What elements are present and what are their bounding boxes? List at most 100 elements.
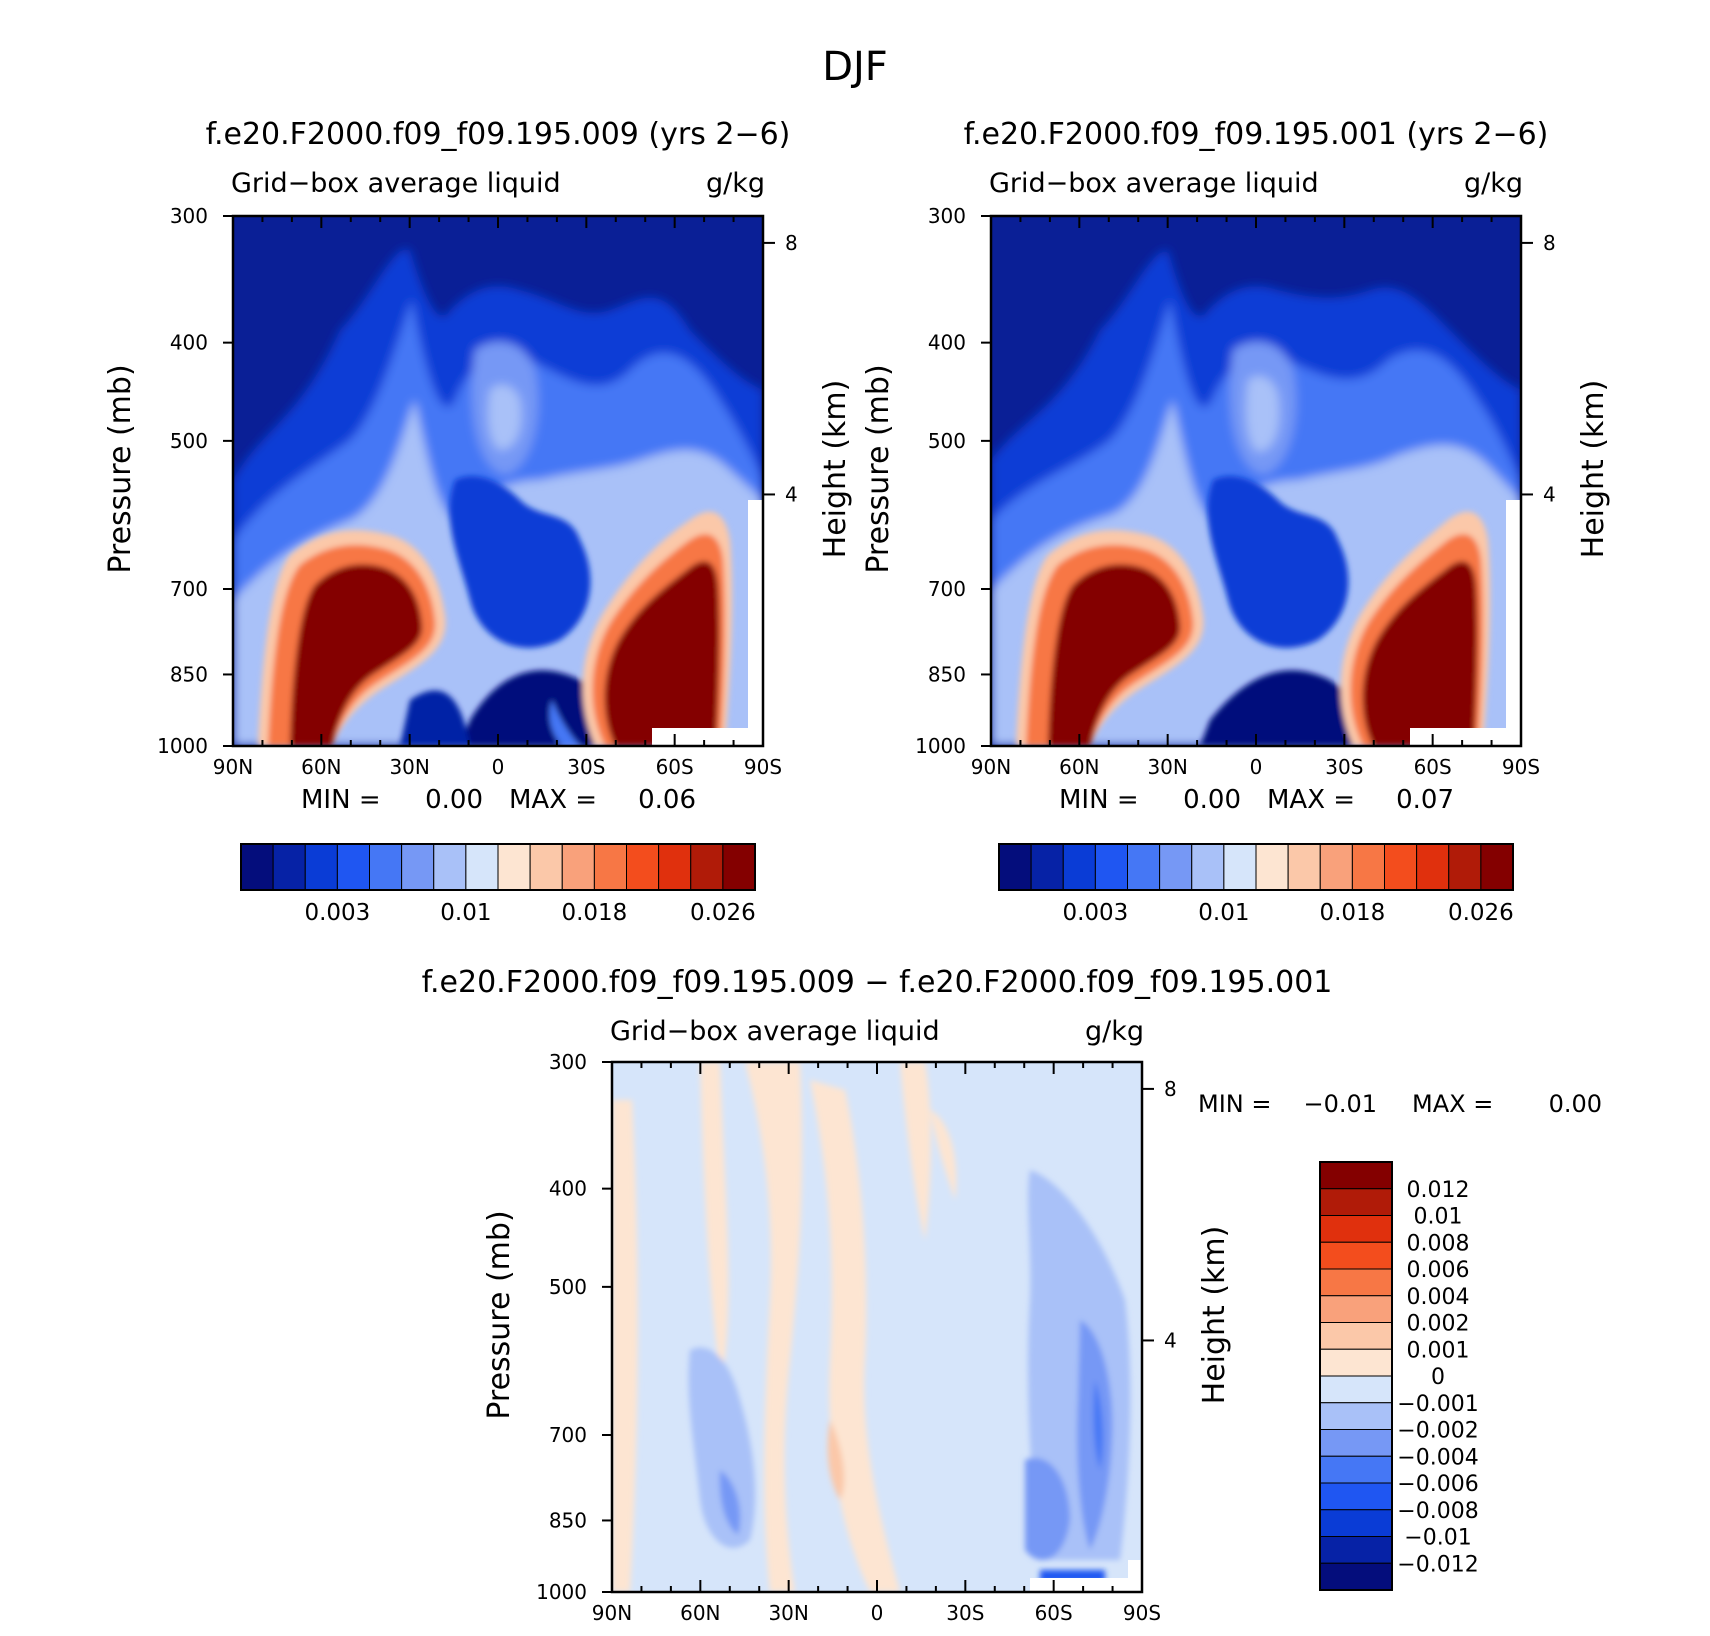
panel-2-y-tick-label: 500 [928,429,966,453]
panel-3-x-tick-label: 90S [1123,1601,1161,1625]
panel-1-colorbar-frame [240,843,756,891]
panel-2-colorbar-label: 0.026 [1448,900,1514,926]
panel-2-y2-tick-label: 4 [1543,482,1556,506]
panel-3-y-tick-label: 850 [549,1508,587,1532]
panel-3-colorbar-label: −0.004 [1397,1445,1478,1470]
panel-2-y-axis-label: Pressure (mb) [861,364,896,573]
panel-2-colorbar-label: 0.018 [1319,900,1385,926]
panel-3-colorbar-swatch [1319,1215,1393,1243]
panel-3-colorbar-swatch [1319,1509,1393,1537]
panel-3-colorbar-swatch [1319,1161,1393,1190]
panel-1-colorbar-swatch [304,843,338,891]
panel-2-colorbar-swatch [1030,843,1064,891]
panel-3-colorbar-label: −0.006 [1397,1472,1478,1497]
panel-3-colorbar-label: −0.01 [1404,1526,1471,1551]
panel-1-colorbar-label: 0.003 [304,900,370,926]
figure-title: DJF [822,44,888,90]
panel-3-colorbar-swatch [1319,1562,1393,1591]
panel-1-colorbar-label: 0.018 [561,900,627,926]
panel-3-colorbar-swatch [1319,1402,1393,1430]
panel-3-colorbar-swatch [1319,1295,1393,1323]
panel-3-colorbar-label: 0.01 [1414,1205,1463,1230]
panel-3-colorbar-label: −0.012 [1397,1552,1478,1577]
panel-3-y-tick-label: 300 [549,1050,587,1074]
panel-1-y-tick-label: 1000 [157,734,208,758]
panel-3-colorbar-label: 0.002 [1407,1312,1470,1337]
panel-3-colorbar-swatch [1319,1375,1393,1404]
panel-3-colorbar-label: 0 [1431,1365,1445,1390]
panel-2-colorbar-swatch [1351,843,1385,891]
panel-1-y-tick-label: 300 [170,204,208,228]
panel-1-colorbar-swatch [722,843,756,891]
panel-3-colorbar-label: −0.001 [1397,1392,1478,1417]
panel-2-max-label: MAX = [1267,785,1355,815]
panel-2-colorbar-swatch [1191,843,1225,891]
panel-2-y2-tick-label: 8 [1543,231,1556,255]
panel-2-colorbar-swatch [1448,843,1482,891]
panel-3-y-axis-label: Pressure (mb) [482,1210,517,1419]
panel-2-x-tick-label: 90S [1502,755,1540,779]
panel-1-x-tick-label: 60S [656,755,694,779]
panel-1-y-tick-label: 500 [170,429,208,453]
panel-3-colorbar-swatch [1319,1536,1393,1564]
panel-3-x-tick-label: 60S [1035,1601,1073,1625]
panel-1-x-tick-label: 30N [389,755,429,779]
panel-2-x-tick-label: 60N [1059,755,1099,779]
panel-2-colorbar-swatch [1255,843,1289,891]
panel-3-y-tick-label: 500 [549,1275,587,1299]
dynamic-layer: 90N 60N 30N 0 30S 60S 90S300400500700850100084… [103,204,1611,1625]
panel-3-colorbar-label: 0.006 [1407,1258,1470,1283]
panel-1-colorbar-label: 0.026 [690,900,756,926]
panel-3-colorbar-label: −0.008 [1397,1499,1478,1524]
panel-2-colorbar-swatch [1062,843,1096,891]
panel-3-min-label: MIN = [1198,1090,1271,1118]
panel-2-colorbar-swatch [1319,843,1353,891]
panel-3-colorbar-label: 0.008 [1407,1231,1470,1256]
panel-1-colorbar-swatch [529,843,563,891]
panel-2-colorbar-swatch [1287,843,1321,891]
panel-1-colorbar-swatch [497,843,531,891]
panel-1-colorbar-swatch [369,843,403,891]
panel-1-colorbar-label: 0.01 [440,900,491,926]
panel-3-y-tick-label: 400 [549,1177,587,1201]
panel-1-min-label: MIN = [301,785,381,815]
panel-2-y2-axis-label: Height (km) [1576,380,1611,559]
panel-3-max-label: MAX = [1412,1090,1493,1118]
panel-1-colorbar-swatch [433,843,467,891]
panel-1-y-tick-label: 700 [170,577,208,601]
panel-3-x-tick-label: 0 [871,1601,884,1625]
panel-1-max-value: 0.06 [638,785,696,815]
panel-1-colorbar-swatch [240,843,274,891]
panel-2-variable-label: Grid−box average liquid [989,168,1319,199]
panel-2-y-tick-label: 700 [928,577,966,601]
panel-3-y-tick-label: 1000 [536,1580,587,1604]
panel-2-colorbar-swatch [1094,843,1128,891]
panel-2-colorbar-swatch [1223,843,1257,891]
panel-2-colorbar-swatch [998,843,1032,891]
panel-3-colorbar-swatch [1319,1188,1393,1216]
panel-1-y2-axis-label: Height (km) [818,380,853,559]
panel-3-y2-tick-label: 8 [1164,1077,1177,1101]
panel-1-x-tick-label: 0 [492,755,505,779]
panel-2-unit-label: g/kg [1464,168,1523,199]
panel-1-y-tick-label: 400 [170,331,208,355]
panel-3-colorbar-swatch [1319,1241,1393,1270]
panel-1-x-tick-label: 30S [567,755,605,779]
panel-3-colorbar-label: −0.002 [1397,1419,1478,1444]
panel-2-min-value: 0.00 [1183,785,1241,815]
panel-3-colorbar-label: 0.001 [1407,1338,1470,1363]
panel-2-y-tick-label: 400 [928,331,966,355]
panel-1-y-tick-label: 850 [170,662,208,686]
panel-3-x-tick-label: 90N [592,1601,632,1625]
panel-2-y-tick-label: 850 [928,662,966,686]
panel-1-colorbar-swatch [626,843,660,891]
panel-1-max-label: MAX = [509,785,597,815]
panel-3-colorbar-swatch [1319,1348,1393,1377]
panel-3-x-tick-label: 30S [946,1601,984,1625]
panel-3-colorbar-label: 0.004 [1407,1285,1470,1310]
panel-1-colorbar-swatch [465,843,499,891]
panel-3-max-value: 0.00 [1549,1090,1602,1118]
panel-3-colorbar-swatch [1319,1455,1393,1484]
panel-2-y-tick-label: 300 [928,204,966,228]
